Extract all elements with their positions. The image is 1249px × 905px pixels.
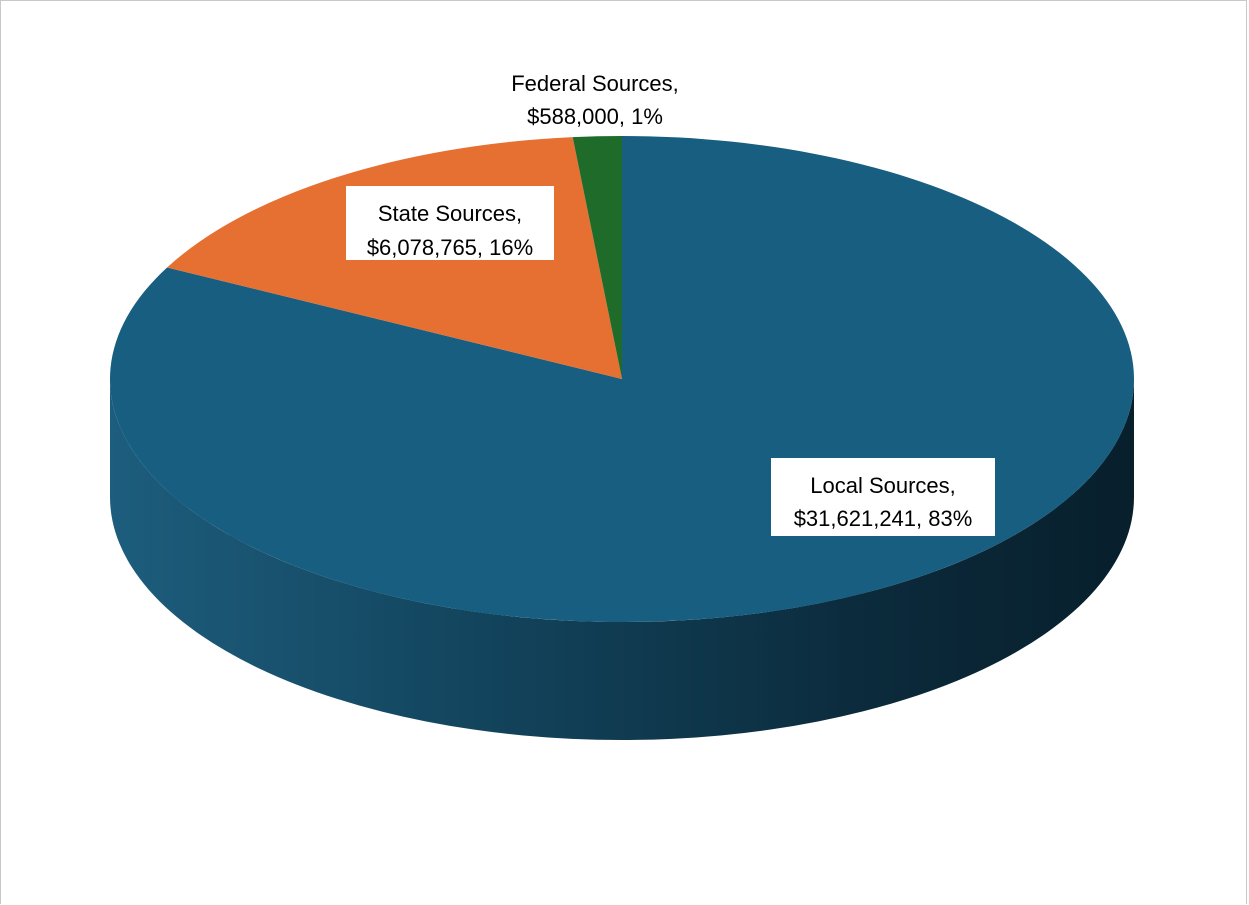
pie-label-layer: Local Sources, $31,621,241, 83% State Sour… [346, 71, 995, 536]
data-label-box [771, 458, 995, 536]
data-label-federal-sources: Federal Sources, $588,000, 1% [511, 71, 679, 129]
data-label-name: State Sources, [378, 201, 522, 226]
data-label-value: $31,621,241, 83% [794, 506, 973, 531]
data-label-value: $6,078,765, 16% [367, 235, 533, 260]
pie-top-layer [109, 136, 1134, 622]
data-label-name: Local Sources, [810, 473, 956, 498]
data-label-name: Federal Sources, [511, 71, 679, 96]
pie-slice-federal-sources [572, 136, 622, 379]
pie-side-layer [110, 379, 1134, 740]
data-label-state-sources: State Sources, $6,078,765, 16% [346, 186, 554, 260]
pie-side-local-sources [110, 379, 1134, 740]
data-label-box [346, 186, 554, 260]
data-label-local-sources: Local Sources, $31,621,241, 83% [771, 458, 995, 536]
data-label-value: $588,000, 1% [527, 104, 663, 129]
